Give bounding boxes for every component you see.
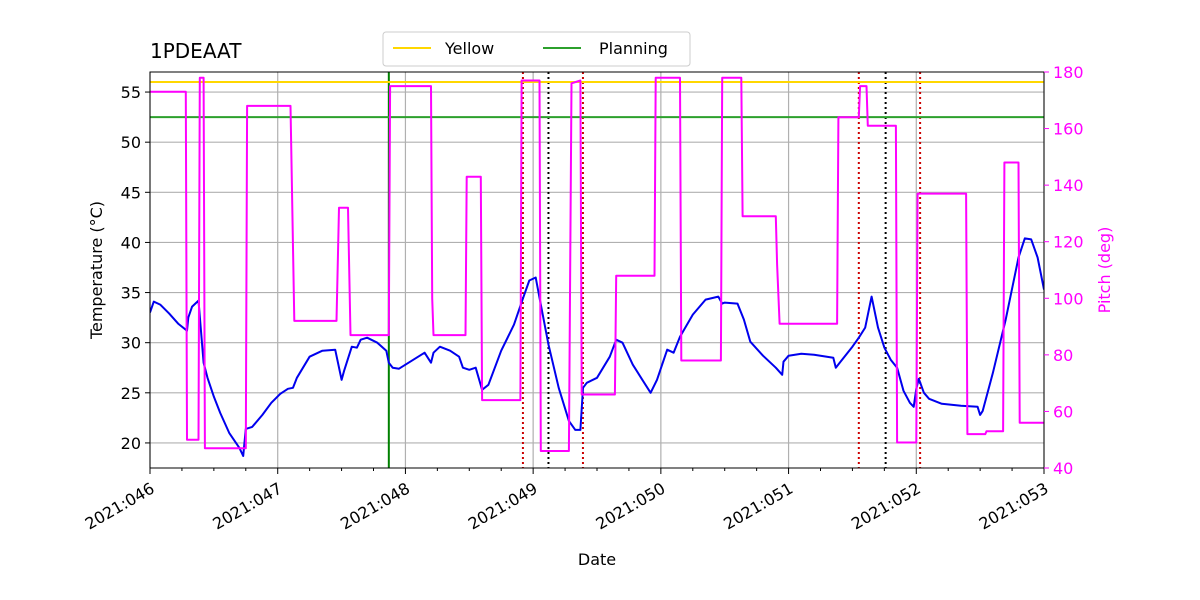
x-axis: 2021:046 2021:047 2021:048 2021:049 2021:050… [82, 468, 1052, 533]
y-tick-label: 45 [121, 183, 141, 202]
x-tick-label: 2021:049 [465, 479, 541, 534]
y2-tick-label: 40 [1053, 459, 1073, 478]
y-tick-label: 50 [121, 133, 141, 152]
legend: Yellow Planning [382, 31, 691, 67]
x-tick-label: 2021:047 [209, 479, 285, 534]
y2-tick-label: 160 [1053, 120, 1084, 139]
y-axis-label: Temperature (°C) [87, 201, 106, 340]
legend-box [382, 31, 691, 67]
y-axis-left: 20 25 30 35 40 45 50 55 [121, 83, 150, 453]
y-tick-label: 25 [121, 384, 141, 403]
y-tick-label: 20 [121, 434, 141, 453]
legend-label-yellow: Yellow [444, 39, 494, 58]
y2-axis-label: Pitch (deg) [1095, 227, 1114, 314]
pitch-series-line [150, 76, 1044, 452]
x-tick-label: 2021:053 [976, 479, 1052, 534]
y-tick-label: 30 [121, 334, 141, 353]
plot-frame [149, 71, 1045, 469]
x-tick-label: 2021:051 [720, 479, 796, 534]
x-tick-label: 2021:048 [337, 479, 413, 534]
x-axis-label: Date [578, 550, 616, 569]
y2-tick-label: 120 [1053, 233, 1084, 252]
limit-lines [150, 81, 1044, 119]
x-tick-label: 2021:046 [82, 479, 158, 534]
y2-tick-label: 60 [1053, 402, 1073, 421]
x-tick-label: 2021:050 [593, 479, 669, 534]
series [150, 76, 1044, 457]
legend-label-planning: Planning [599, 39, 668, 58]
y2-tick-label: 140 [1053, 176, 1084, 195]
y-tick-label: 40 [121, 233, 141, 252]
y-tick-label: 55 [121, 83, 141, 102]
x-tick-label: 2021:052 [848, 479, 924, 534]
grid [149, 72, 1045, 468]
y2-tick-label: 80 [1053, 346, 1073, 365]
y-axis-right: 40 60 80 100 120 140 160 180 [1044, 63, 1084, 478]
chart-title: 1PDEAAT [150, 39, 242, 63]
y2-tick-label: 100 [1053, 289, 1084, 308]
y-tick-label: 35 [121, 284, 141, 303]
temperature-series-line [150, 237, 1044, 457]
y2-tick-label: 180 [1053, 63, 1084, 82]
